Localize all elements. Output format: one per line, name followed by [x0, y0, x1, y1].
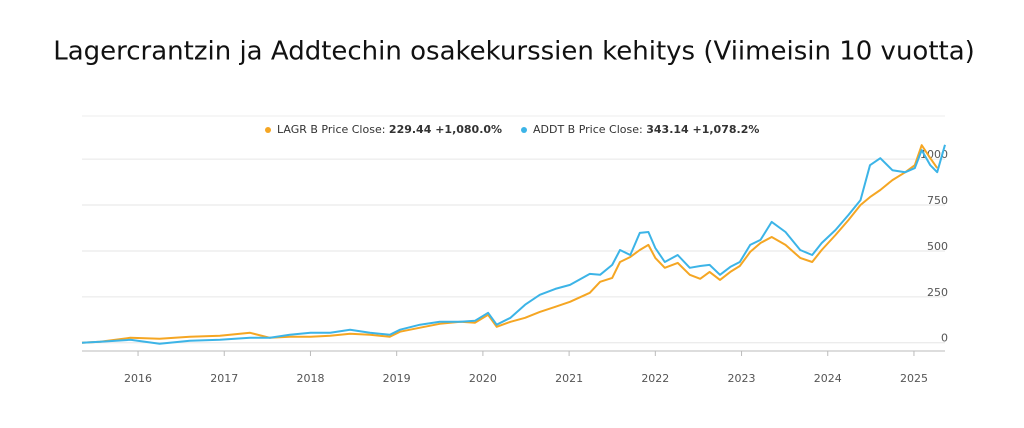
legend-name: LAGR B Price Close:: [277, 123, 385, 136]
x-tick-label: 2025: [900, 372, 928, 385]
chart-title: Lagercrantzin ja Addtechin osakekurssien…: [53, 37, 975, 67]
y-tick-label: 500: [927, 240, 948, 253]
y-tick-label: 0: [941, 332, 948, 345]
series-line: [81, 144, 939, 344]
x-tick-label: 2022: [641, 372, 669, 385]
y-tick-label: 750: [927, 194, 948, 207]
x-tick-label: 2024: [814, 372, 842, 385]
legend-entry: LAGR B Price Close: 229.44 +1,080.0%: [277, 123, 502, 136]
x-tick-label: 2018: [296, 372, 324, 385]
legend-value: 229.44 +1,080.0%: [389, 123, 502, 136]
legend-marker: [265, 127, 271, 133]
x-tick-label: 2021: [555, 372, 583, 385]
x-tick-label: 2019: [383, 372, 411, 385]
legend-entry: ADDT B Price Close: 343.14 +1,078.2%: [533, 123, 759, 136]
series-line: [81, 144, 946, 345]
legend-marker: [521, 127, 527, 133]
legend-value: 343.14 +1,078.2%: [646, 123, 759, 136]
y-tick-label: 250: [927, 286, 948, 299]
x-tick-label: 2016: [124, 372, 152, 385]
x-tick-label: 2023: [728, 372, 756, 385]
legend: LAGR B Price Close: 229.44 +1,080.0% ADDT…: [265, 123, 759, 136]
x-tick-label: 2017: [210, 372, 238, 385]
x-tick-label: 2020: [469, 372, 497, 385]
legend-name: ADDT B Price Close:: [533, 123, 643, 136]
